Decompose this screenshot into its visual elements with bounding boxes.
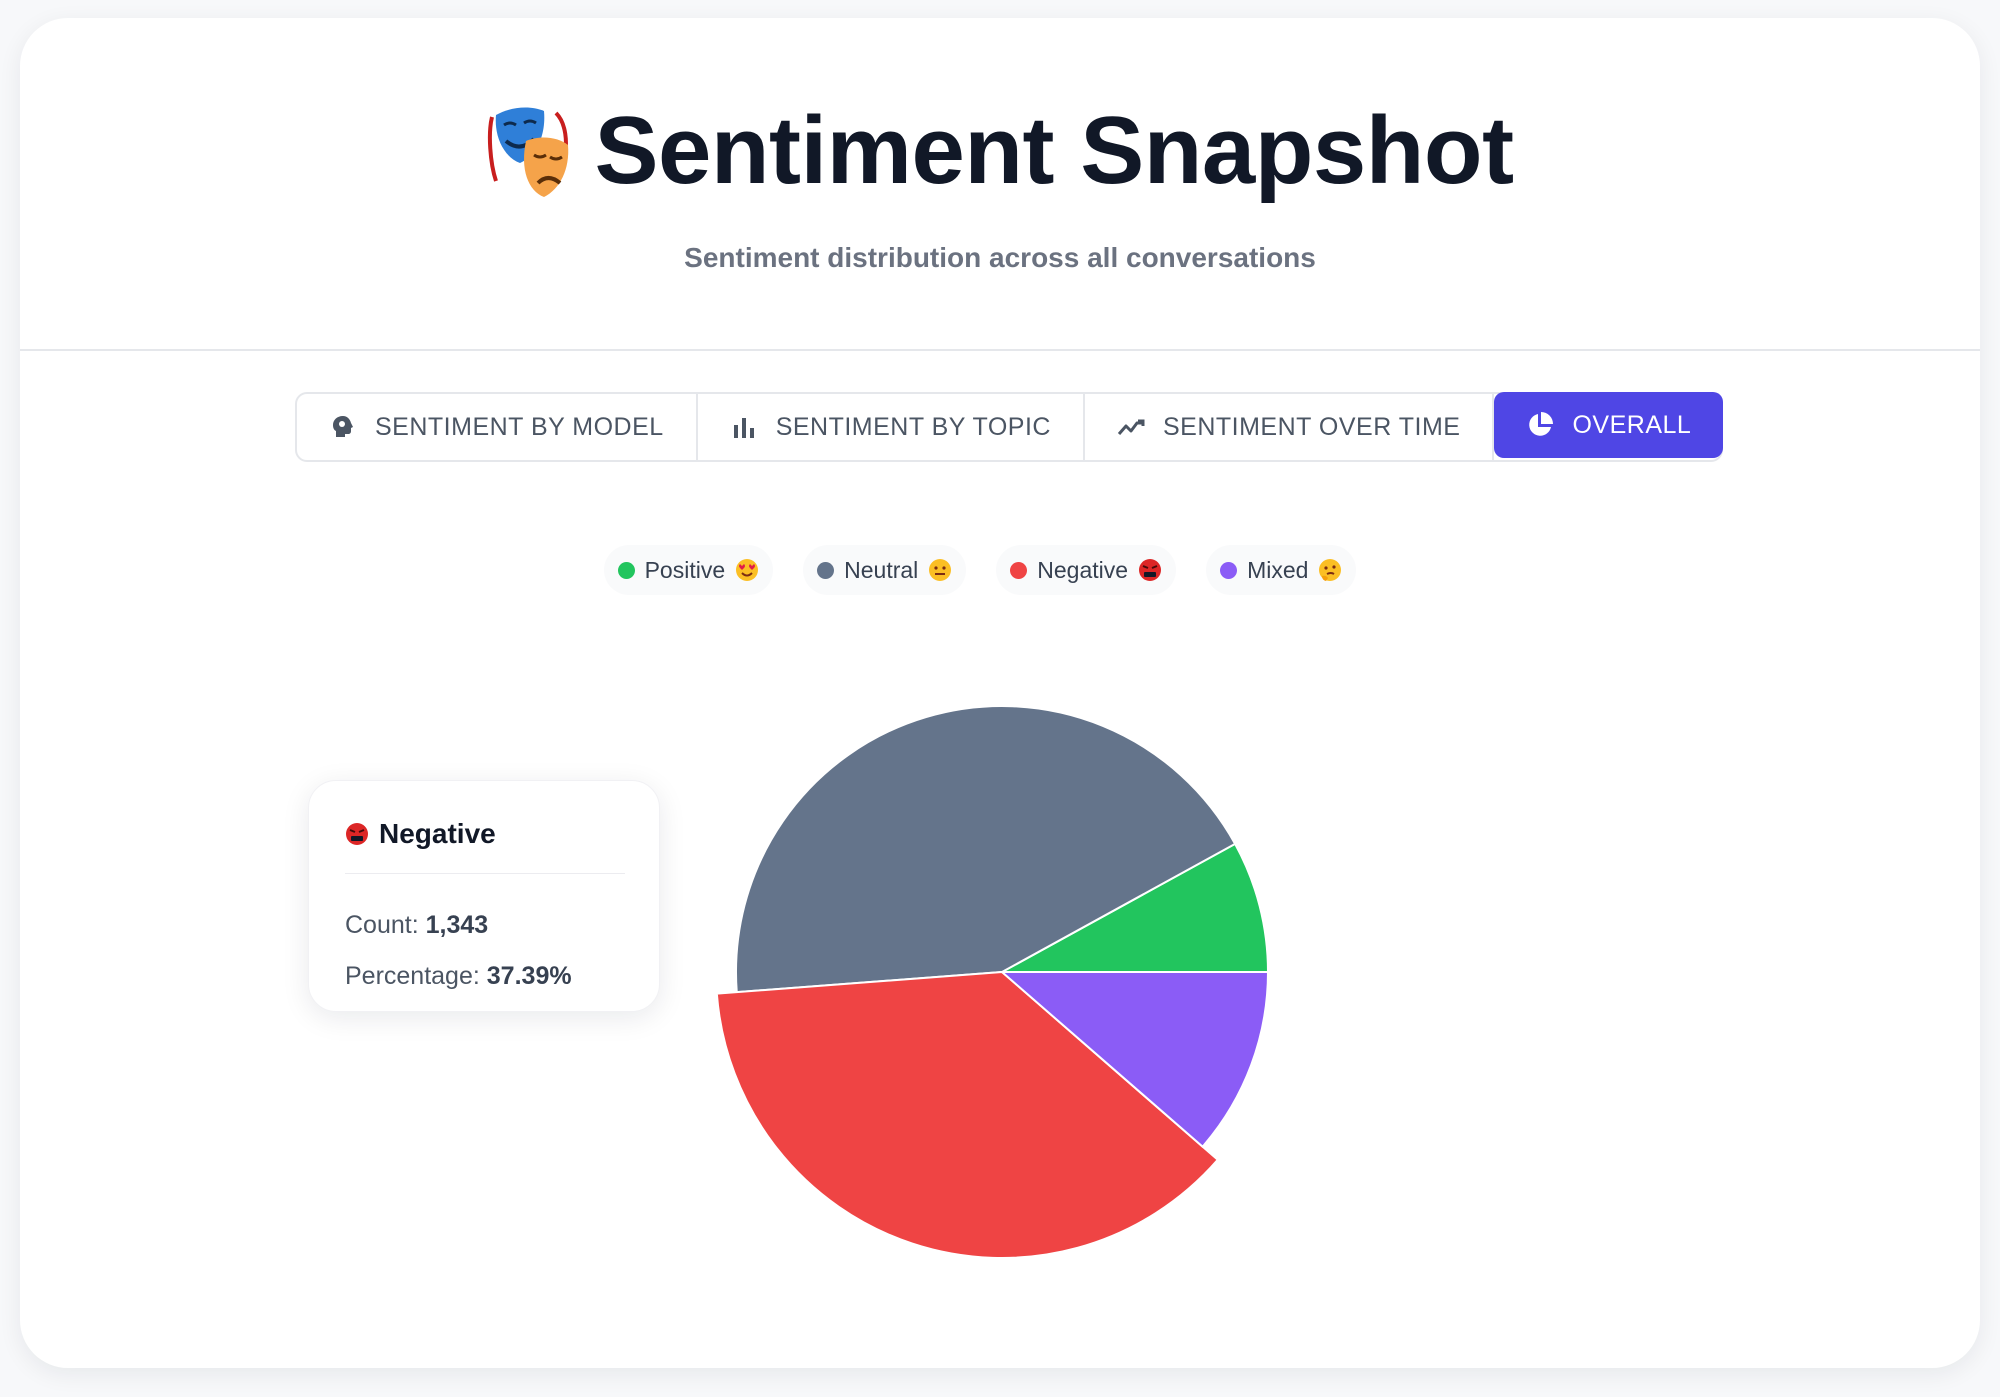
tooltip-count: Count: 1,343 (345, 911, 488, 940)
tab-sentiment-by-topic[interactable]: SENTIMENT BY TOPIC (698, 394, 1085, 460)
chart-legend: Positive Neutral Negative Mixed (0, 545, 1960, 595)
tooltip-count-label: Count: (345, 911, 419, 939)
pie-slice-positive[interactable] (1001, 842, 1270, 973)
tab-label: OVERALL (1572, 410, 1692, 439)
legend-dot-negative (1010, 561, 1028, 579)
title-text: Sentiment Snapshot (594, 97, 1514, 204)
brain-head-icon (333, 416, 353, 437)
tooltip-percentage: Percentage: 37.39% (345, 962, 572, 991)
tab-label: SENTIMENT BY MODEL (375, 412, 664, 441)
tooltip-title: Negative (345, 815, 625, 853)
legend-label: Positive (644, 556, 726, 583)
legend-dot-mixed (1220, 561, 1238, 579)
legend-item-neutral[interactable]: Neutral (803, 545, 967, 595)
tab-label: SENTIMENT BY TOPIC (775, 412, 1051, 441)
view-tabs: SENTIMENT BY MODEL SENTIMENT BY TOPIC SE… (295, 392, 1724, 462)
chart-tooltip: Negative Count: 1,343 Percentage: 37.39% (308, 780, 660, 1012)
pie-chart (715, 705, 1270, 1259)
tab-overall[interactable]: OVERALL (1494, 392, 1724, 458)
tooltip-percentage-label: Percentage: (345, 962, 480, 990)
legend-label: Mixed (1247, 556, 1309, 583)
page-title: Sentiment Snapshot (20, 96, 1980, 206)
theater-masks-icon (488, 107, 569, 197)
legend-dot-positive (617, 561, 635, 579)
legend-item-negative[interactable]: Negative (996, 545, 1177, 595)
cursing-face-emoji-icon (346, 823, 368, 845)
pie-slice-neutral[interactable] (735, 705, 1237, 994)
legend-label: Negative (1037, 556, 1129, 583)
pie-slice-negative[interactable] (715, 970, 1220, 1259)
thinking-face-emoji-icon (1319, 559, 1342, 581)
legend-item-positive[interactable]: Positive (603, 545, 774, 595)
neutral-face-emoji-icon (929, 559, 952, 581)
trend-line-icon (1117, 419, 1145, 435)
header: Sentiment Snapshot Sentiment distributio… (20, 18, 1980, 350)
heart-eyes-emoji-icon (736, 559, 759, 581)
header-divider (20, 349, 1980, 351)
tooltip-count-value: 1,343 (425, 911, 489, 939)
legend-dot-neutral (817, 561, 835, 579)
pie-chart-icon (1529, 412, 1554, 436)
tooltip-divider (345, 873, 625, 874)
tab-sentiment-by-model[interactable]: SENTIMENT BY MODEL (297, 394, 698, 460)
cursing-face-emoji-icon (1139, 559, 1162, 581)
tooltip-label: Negative (379, 818, 496, 849)
tab-sentiment-over-time[interactable]: SENTIMENT OVER TIME (1085, 394, 1495, 460)
tooltip-percentage-value: 37.39% (486, 962, 572, 990)
legend-label: Neutral (844, 556, 919, 583)
bar-chart-icon (733, 418, 754, 438)
pie-slice-mixed[interactable] (999, 971, 1270, 1149)
tab-label: SENTIMENT OVER TIME (1162, 412, 1461, 441)
legend-item-mixed[interactable]: Mixed (1206, 545, 1357, 595)
subtitle: Sentiment distribution across all conver… (684, 242, 1316, 273)
